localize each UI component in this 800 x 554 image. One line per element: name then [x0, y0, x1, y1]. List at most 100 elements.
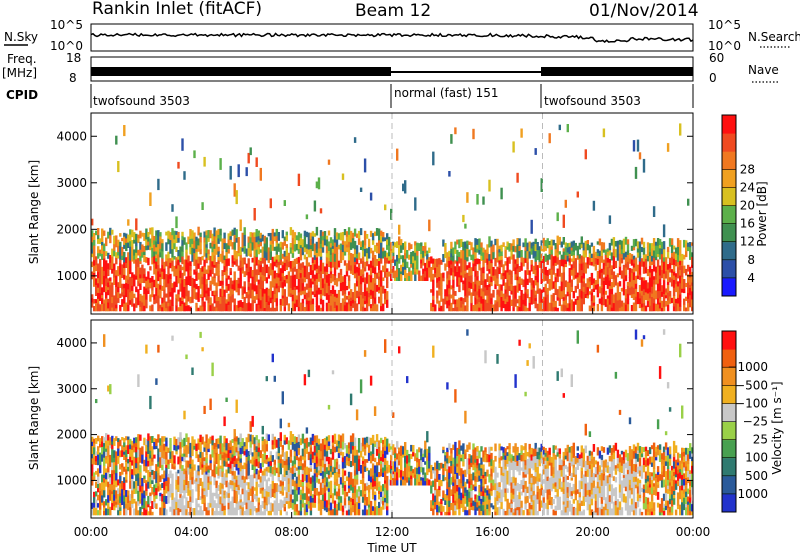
scatter-cell: [293, 279, 297, 287]
scatter-cell: [404, 274, 407, 279]
scatter-cell: [125, 456, 128, 462]
scatter-cell: [337, 298, 341, 306]
scatter-cell: [313, 250, 317, 256]
scatter-cell: [434, 267, 437, 274]
scatter-cell: [672, 251, 676, 259]
scatter-cell: [664, 267, 668, 272]
scatter-cell: [392, 268, 395, 273]
scatter-cell: [382, 490, 385, 497]
scatter-cell: [167, 230, 170, 239]
scatter-cell: [554, 276, 557, 283]
scatter-cell: [307, 272, 311, 280]
scatter-cell: [681, 269, 684, 278]
scatter-cell: [199, 256, 202, 265]
scatter-cell: [488, 299, 491, 305]
scatter-cell: [524, 270, 527, 279]
scatter-cell: [181, 456, 184, 462]
scatter-cell: [297, 298, 301, 307]
scatter-cell: [658, 239, 662, 246]
scatter-cell: [279, 246, 282, 252]
scatter-cell: [317, 478, 321, 484]
scatter-cell: [341, 304, 345, 312]
scatter-cell: [454, 473, 457, 480]
scatter-cell: [233, 440, 236, 445]
scatter-cell: [420, 242, 423, 247]
scatter-cell: [213, 492, 216, 497]
scatter-cell: [343, 462, 347, 469]
scatter-cell: [133, 232, 136, 240]
scatter-cell: [382, 290, 385, 294]
scatter-cell: [95, 399, 98, 404]
scatter-cell: [273, 278, 276, 287]
scatter-cell: [534, 250, 537, 257]
scatter-cell: [424, 448, 427, 458]
scatter-cell: [109, 292, 112, 300]
scatter-cell: [550, 246, 553, 250]
scatter-cell: [347, 496, 351, 501]
scatter-cell: [321, 444, 325, 452]
scatter-cell: [273, 483, 276, 490]
scatter-cell: [301, 473, 305, 482]
scatter-cell: [345, 445, 349, 454]
scatter-cell: [245, 463, 248, 472]
scatter-cell: [642, 302, 646, 308]
scatter-cell: [378, 244, 381, 254]
scatter-cell: [265, 467, 268, 472]
scatter-cell: [375, 304, 379, 312]
scatter-cell: [430, 270, 433, 274]
scatter-cell: [119, 266, 122, 275]
scatter-cell: [454, 457, 457, 467]
scatter-cell: [398, 268, 401, 277]
scatter-cell: [410, 251, 413, 256]
scatter-cell: [616, 273, 620, 278]
scatter-cell: [303, 473, 307, 481]
scatter-cell: [235, 486, 238, 491]
scatter-cell: [175, 298, 178, 306]
scatter-cell: [147, 503, 150, 508]
scatter-cell: [460, 257, 463, 266]
scatter-cell: [223, 446, 226, 453]
scatter-cell: [345, 510, 349, 516]
scatter-cell: [95, 289, 98, 296]
scatter-cell: [446, 260, 449, 267]
scatter-cell: [113, 243, 116, 251]
scatter-cell: [456, 299, 459, 308]
scatter-cell: [604, 276, 608, 285]
scatter-cell: [179, 432, 182, 443]
scatter-cell: [263, 496, 266, 503]
scatter-cell: [203, 301, 206, 307]
scatter-cell: [462, 280, 465, 284]
scatter-cell: [91, 468, 94, 476]
scatter-cell: [490, 262, 493, 269]
scatter-cell: [380, 270, 383, 280]
scatter-cell: [183, 479, 186, 485]
scatter-cell: [353, 253, 357, 258]
scatter-cell: [600, 242, 604, 251]
scatter-cell: [576, 245, 579, 250]
scatter-cell: [109, 506, 112, 516]
scatter-cell: [373, 255, 377, 260]
scatter-cell: [390, 250, 393, 256]
scatter-cell: [558, 291, 561, 298]
scatter-cell: [213, 243, 216, 249]
scatter-cell: [257, 483, 260, 488]
scatter-cell: [167, 473, 170, 478]
scatter-cell: [446, 463, 449, 470]
scatter-cell: [149, 465, 152, 472]
scatter-cell: [472, 254, 475, 261]
scatter-cell: [219, 510, 222, 516]
scatter-cell: [151, 234, 154, 244]
scatter-cell: [335, 461, 339, 470]
scatter-cell: [408, 477, 411, 481]
scatter-cell: [229, 235, 232, 240]
scatter-cell: [550, 254, 553, 263]
scatter-cell: [255, 256, 258, 266]
scatter-cell: [225, 258, 228, 267]
scatter-cell: [199, 241, 202, 250]
scatter-cell: [548, 244, 551, 249]
scatter-cell: [109, 474, 112, 478]
scatter-cell: [327, 456, 331, 465]
scatter-cell: [380, 463, 383, 469]
scatter-cell: [307, 369, 311, 378]
scatter-cell: [339, 496, 343, 503]
